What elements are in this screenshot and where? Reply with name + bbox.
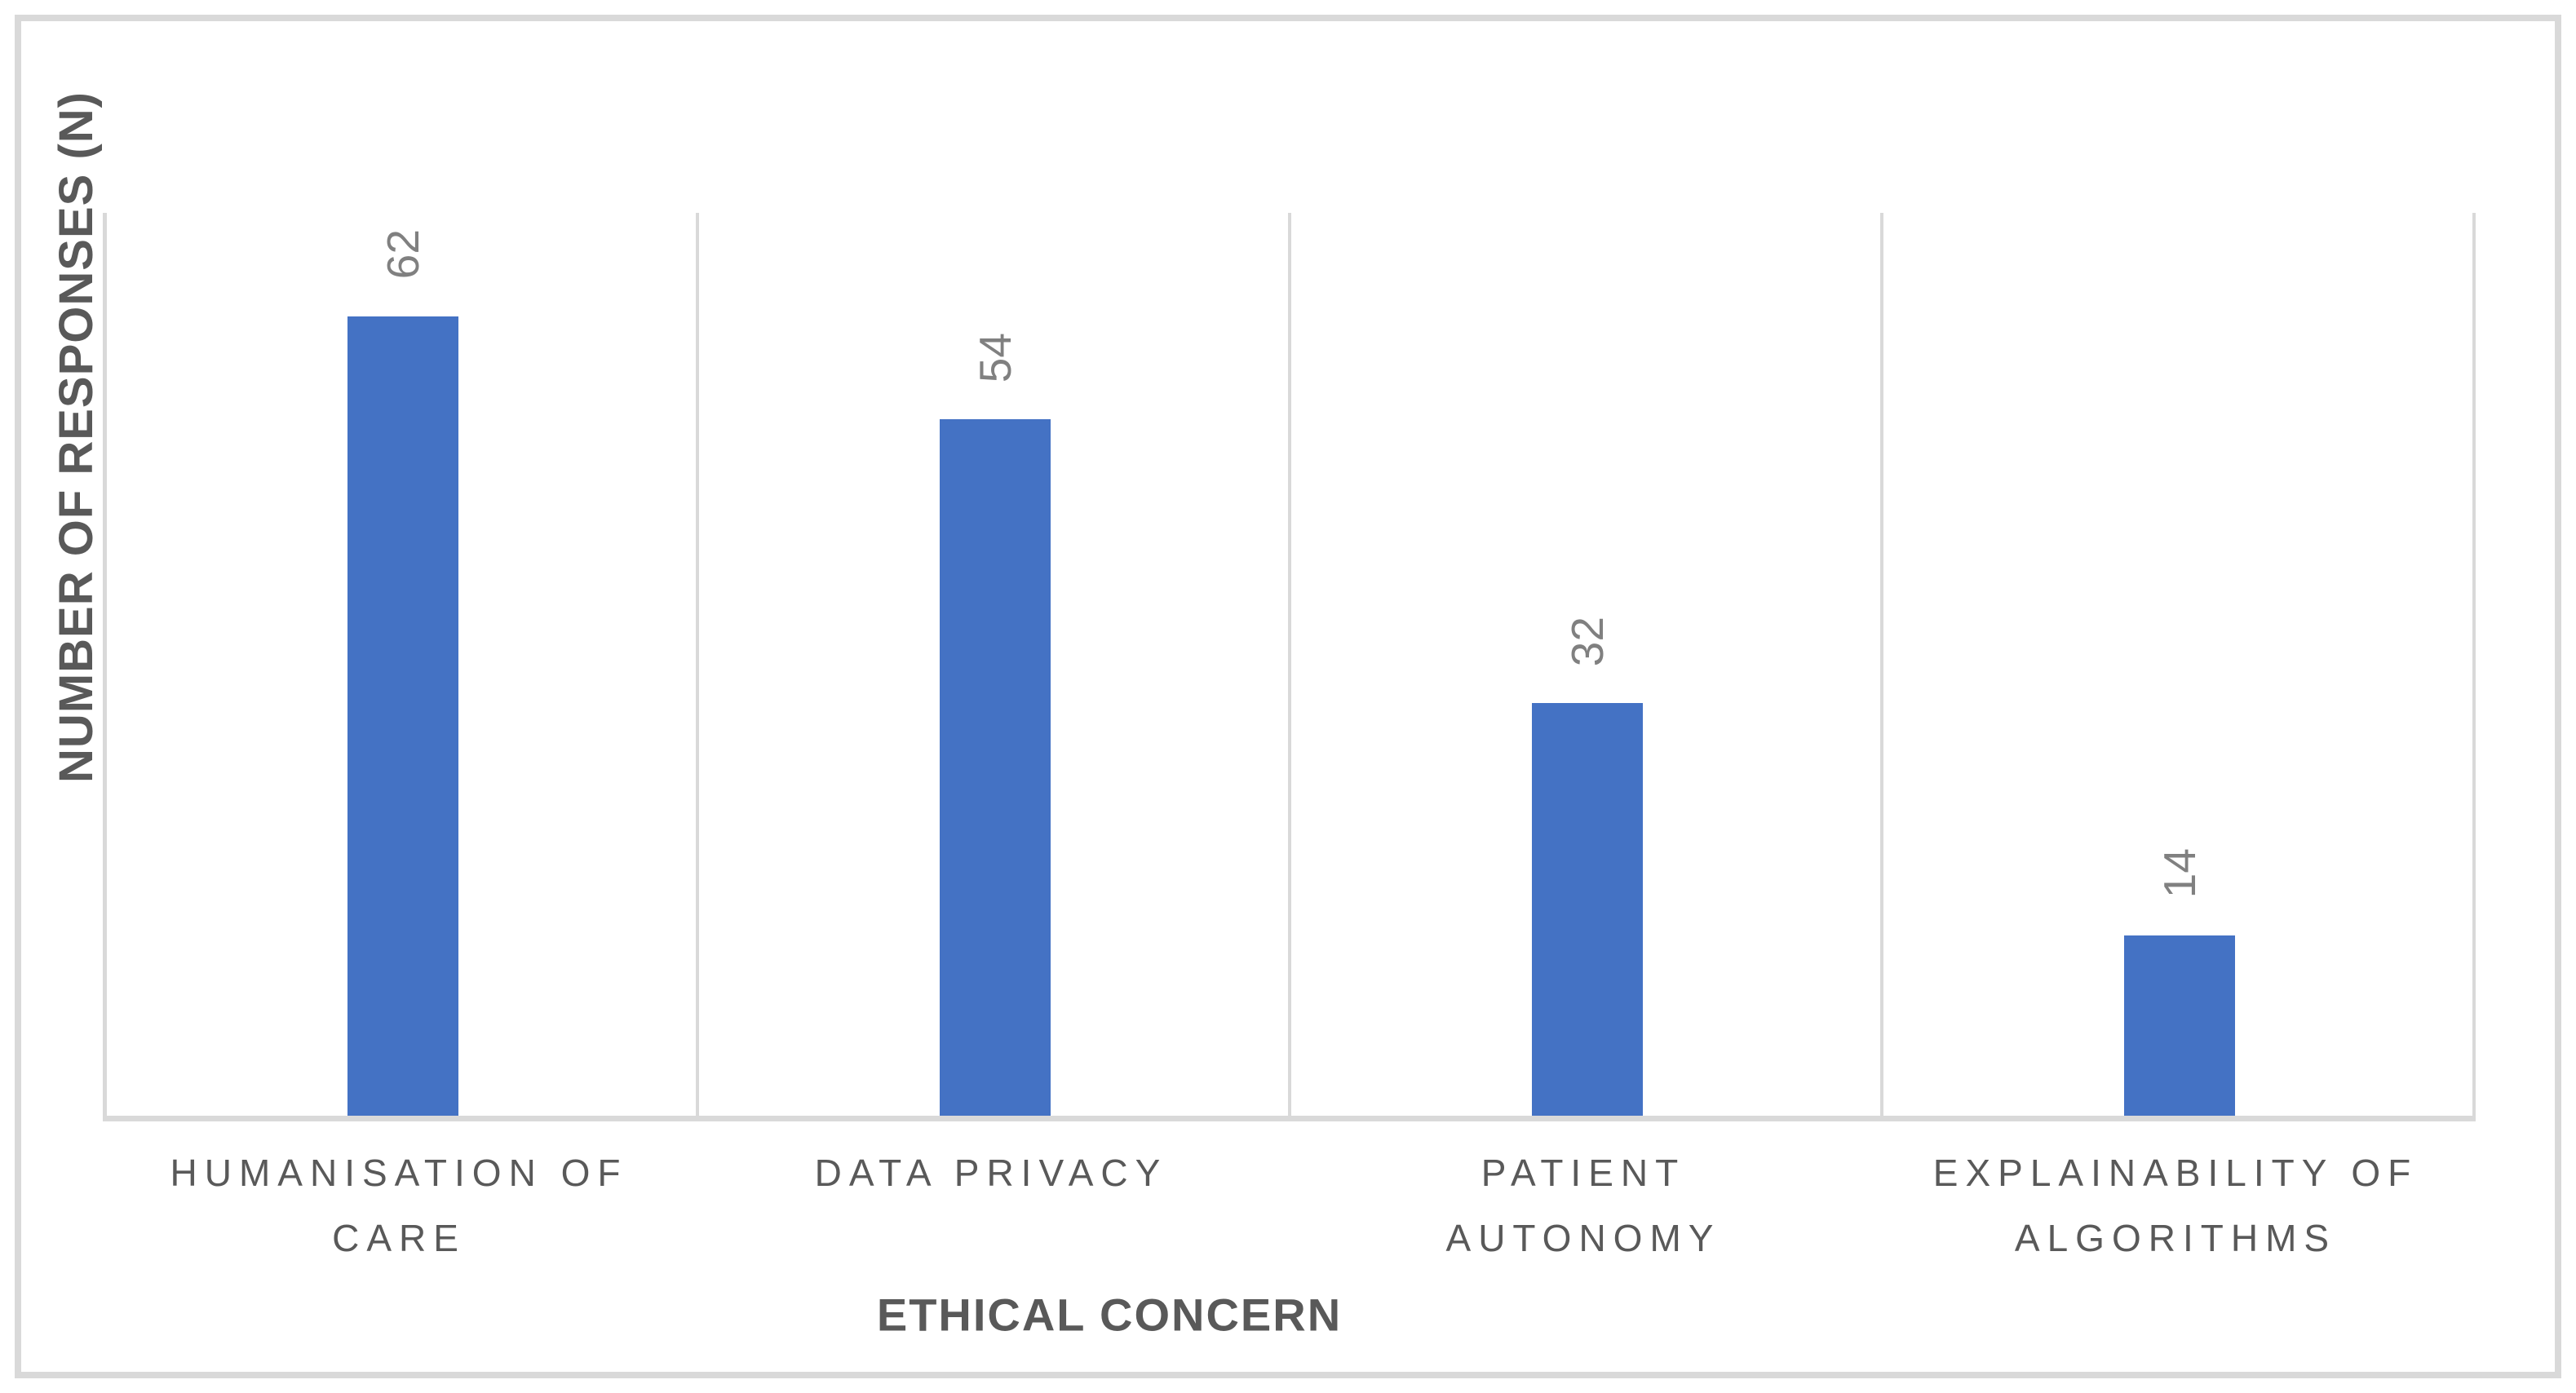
bar bbox=[2124, 935, 2235, 1116]
category-label-line: DATA PRIVACY bbox=[814, 1152, 1168, 1194]
category-label-line: AUTONOMY bbox=[1445, 1217, 1721, 1259]
category-separator bbox=[696, 213, 699, 1116]
bar bbox=[940, 419, 1051, 1116]
category-label-line: PATIENT bbox=[1481, 1152, 1686, 1194]
category-separator bbox=[1288, 213, 1291, 1116]
category-label: DATA PRIVACY bbox=[695, 1140, 1287, 1271]
category-label-line: EXPLAINABILITY OF bbox=[1932, 1152, 2419, 1194]
category-separator bbox=[2472, 213, 2476, 1116]
plot-area: 62 54 32 14 bbox=[103, 213, 2476, 1121]
category-label: EXPLAINABILITY OF ALGORITHMS bbox=[1879, 1140, 2472, 1271]
category-label-line: HUMANISATION OF bbox=[170, 1152, 628, 1194]
y-axis-title: NUMBER OF RESPONSES (N) bbox=[50, 91, 103, 783]
bar-value-label: 14 bbox=[2154, 848, 2205, 899]
bar-value-label: 32 bbox=[1562, 616, 1613, 666]
category-label-line: ALGORITHMS bbox=[2014, 1217, 2337, 1259]
bar-value-label: 54 bbox=[970, 332, 1020, 383]
category-separator bbox=[1880, 213, 1883, 1116]
bar bbox=[347, 316, 458, 1116]
category-axis-labels: HUMANISATION OF CARE DATA PRIVACY PATIENT AU… bbox=[103, 1140, 2472, 1271]
category-label: HUMANISATION OF CARE bbox=[103, 1140, 695, 1271]
x-axis-title: ETHICAL CONCERN bbox=[876, 1289, 1343, 1341]
category-label: PATIENT AUTONOMY bbox=[1287, 1140, 1879, 1271]
category-label-line: CARE bbox=[332, 1217, 466, 1259]
bar bbox=[1532, 702, 1643, 1116]
bar-value-label: 62 bbox=[378, 229, 428, 280]
chart-border bbox=[15, 15, 2561, 1378]
